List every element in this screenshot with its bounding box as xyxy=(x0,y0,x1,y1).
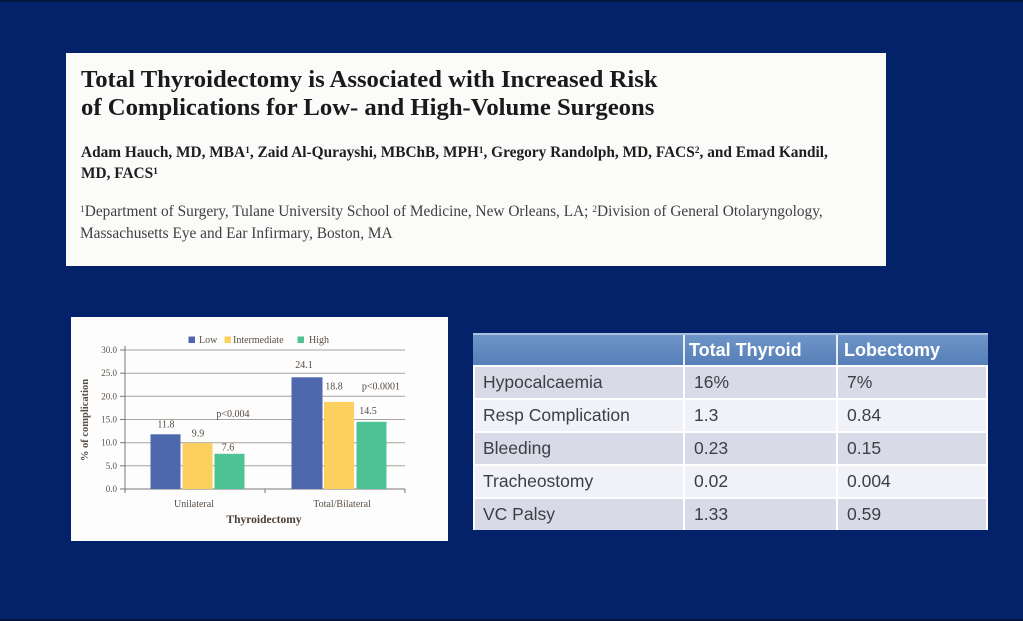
svg-text:p<0.0001: p<0.0001 xyxy=(362,381,400,392)
svg-text:14.5: 14.5 xyxy=(359,406,377,417)
svg-text:15.0: 15.0 xyxy=(101,415,117,425)
svg-text:% of complication: % of complication xyxy=(80,379,91,461)
svg-text:High: High xyxy=(309,335,329,346)
svg-text:Thyroidectomy: Thyroidectomy xyxy=(226,514,301,526)
svg-text:Intermediate: Intermediate xyxy=(233,335,284,346)
svg-text:10.0: 10.0 xyxy=(101,438,117,448)
svg-text:Low: Low xyxy=(199,335,218,346)
svg-text:7.6: 7.6 xyxy=(222,443,235,454)
svg-text:25.0: 25.0 xyxy=(101,368,117,378)
svg-text:5.0: 5.0 xyxy=(106,461,118,471)
svg-text:Unilateral: Unilateral xyxy=(174,499,214,510)
svg-text:20.0: 20.0 xyxy=(101,391,117,401)
svg-text:p<0.004: p<0.004 xyxy=(216,409,249,420)
svg-text:30.0: 30.0 xyxy=(101,345,117,355)
svg-text:0.0: 0.0 xyxy=(106,484,118,494)
svg-text:11.8: 11.8 xyxy=(157,420,174,431)
svg-text:18.8: 18.8 xyxy=(325,381,343,392)
svg-text:9.9: 9.9 xyxy=(192,429,205,440)
svg-text:24.1: 24.1 xyxy=(295,360,313,371)
svg-text:Total/Bilateral: Total/Bilateral xyxy=(313,499,371,510)
